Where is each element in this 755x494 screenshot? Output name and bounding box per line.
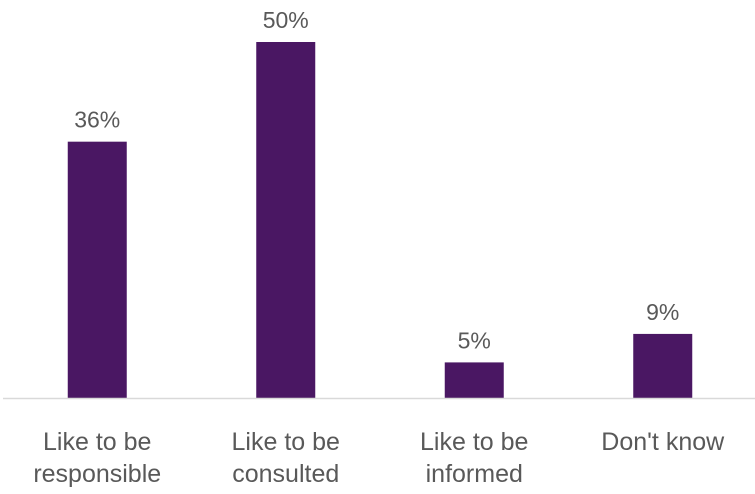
bar-0	[67, 141, 127, 398]
bar-1	[256, 42, 316, 398]
data-label-3: 9%	[646, 299, 679, 325]
category-label-0-line-0: Like to be	[43, 428, 151, 456]
category-label-3-line-0: Don't know	[601, 428, 725, 456]
category-label-2-line-0: Like to be	[420, 428, 528, 456]
category-labels-group: Like to be responsible Like to be consulted…	[33, 428, 725, 488]
bar-3	[633, 333, 693, 398]
category-label-1-line-0: Like to be	[232, 428, 340, 456]
data-label-1: 50%	[263, 7, 309, 33]
category-label-3: Don't know	[601, 428, 725, 456]
category-label-0-line-1: responsible	[33, 460, 161, 488]
data-label-2: 5%	[458, 327, 491, 353]
category-label-1: Like to be consulted	[232, 428, 340, 488]
category-label-0: Like to be responsible	[33, 428, 161, 488]
bar-2	[444, 362, 504, 398]
bars-group	[67, 42, 693, 398]
data-labels-group: 36% 50% 5% 9%	[74, 7, 679, 353]
data-label-0: 36%	[74, 107, 120, 133]
category-label-1-line-1: consulted	[232, 460, 339, 488]
category-label-2: Like to be informed	[420, 428, 528, 488]
category-label-2-line-1: informed	[426, 460, 523, 488]
